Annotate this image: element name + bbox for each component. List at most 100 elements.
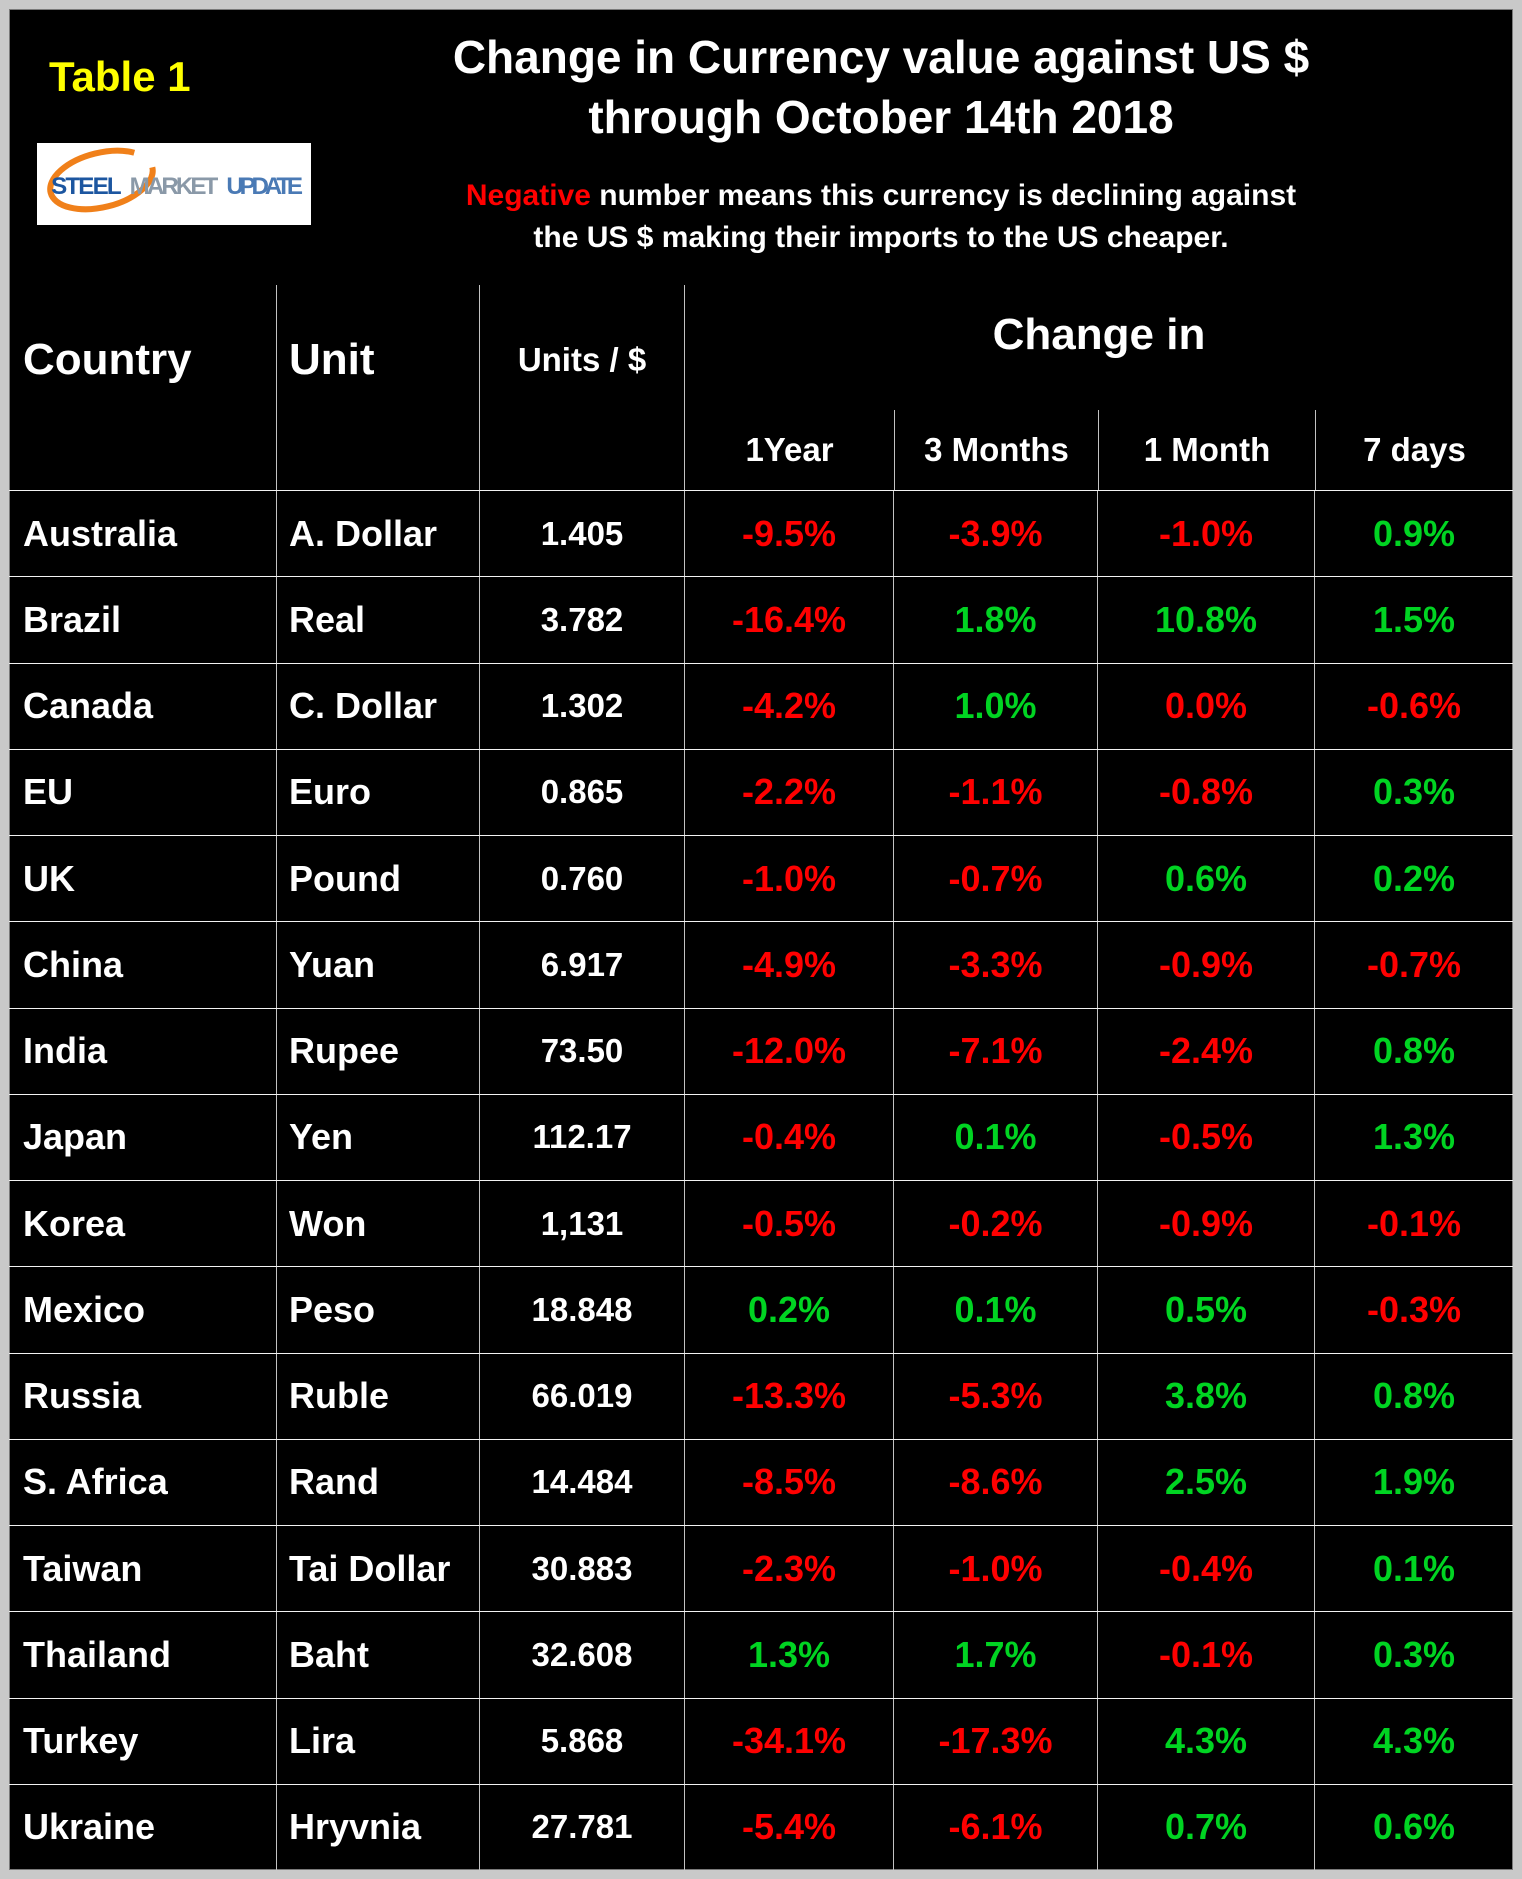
unit-cell: Lira: [277, 1698, 480, 1784]
steel-market-update-logo: STEEL MARKET UPDATE: [37, 143, 311, 225]
header-area: Table 1 STEEL MARKET UPDATE Change in Cu…: [9, 9, 1513, 285]
change-cell: -0.6%: [1366, 685, 1462, 727]
change-cell: -9.5%: [685, 491, 894, 577]
change-cell: 3.8%: [1098, 1353, 1315, 1439]
change-cell: 0.6%: [1098, 836, 1315, 922]
country-cell: Thailand: [9, 1612, 277, 1698]
unit-cell: Rupee: [277, 1008, 480, 1094]
country-cell: Korea: [9, 1181, 277, 1267]
change-cell: 1.0%: [894, 663, 1098, 749]
change-cell: -34.1%: [685, 1698, 894, 1784]
table-row: Turkey Lira 5.868 -34.1% -17.3% 4.3% 4.3%: [9, 1697, 1513, 1784]
unit-cell: Tai Dollar: [277, 1526, 480, 1612]
country-cell: Turkey: [9, 1698, 277, 1784]
units-per-dollar-cell: 1.405: [480, 491, 685, 577]
change-cell: -0.5%: [685, 1181, 894, 1267]
change-cell: -0.7%: [894, 836, 1098, 922]
change-cell: 0.8%: [1372, 1375, 1456, 1417]
change-cell: 4.3%: [1372, 1720, 1456, 1762]
country-cell: UK: [9, 836, 277, 922]
change-cell: 0.3%: [1372, 1633, 1456, 1675]
unit-cell: Pound: [277, 836, 480, 922]
change-cell: -1.0%: [894, 1526, 1098, 1612]
change-cell: -17.3%: [894, 1698, 1098, 1784]
change-cell: 1.8%: [894, 577, 1098, 663]
logo-word-update: UPDATE: [226, 173, 303, 200]
change-cell: -1.0%: [1098, 491, 1315, 577]
change-cell: -2.4%: [1098, 1008, 1315, 1094]
table-row: Ukraine Hryvnia 27.781 -5.4% -6.1% 0.7% 0.6%: [9, 1783, 1513, 1870]
table-header: Country Unit Units / $ Change in 1Year 3…: [9, 285, 1513, 490]
change-cell: 2.5%: [1098, 1439, 1315, 1525]
note: Negative number means this currency is d…: [279, 175, 1483, 259]
change-cell: -4.2%: [685, 663, 894, 749]
country-cell: S. Africa: [9, 1439, 277, 1525]
logo-word-steel: STEEL: [51, 173, 122, 200]
country-cell: Australia: [9, 491, 277, 577]
change-cell: 10.8%: [1098, 577, 1315, 663]
change-cell: 4.3%: [1098, 1698, 1315, 1784]
change-cell: 0.1%: [1372, 1547, 1456, 1589]
table-row: Mexico Peso 18.848 0.2% 0.1% 0.5% -0.3%: [9, 1266, 1513, 1353]
units-per-dollar-cell: 73.50: [480, 1008, 685, 1094]
table-body: Australia A. Dollar 1.405 -9.5% -3.9% -1.0% 0.…: [9, 490, 1513, 1870]
units-per-dollar-cell: 6.917: [480, 922, 685, 1008]
change-cell: -0.4%: [685, 1094, 894, 1180]
table-row: China Yuan 6.917 -4.9% -3.3% -0.9% -0.7%: [9, 921, 1513, 1008]
table-row: Russia Ruble 66.019 -13.3% -5.3% 3.8% 0.8%: [9, 1352, 1513, 1439]
units-per-dollar-cell: 112.17: [480, 1094, 685, 1180]
units-per-dollar-cell: 0.760: [480, 836, 685, 922]
country-cell: China: [9, 922, 277, 1008]
change-cell: 0.6%: [1372, 1806, 1456, 1848]
table-row: Canada C. Dollar 1.302 -4.2% 1.0% 0.0% -0.6%: [9, 662, 1513, 749]
change-cell: -6.1%: [894, 1784, 1098, 1870]
logo-word-market: MARKET: [130, 173, 219, 200]
change-cell: 1.7%: [894, 1612, 1098, 1698]
table-row: Australia A. Dollar 1.405 -9.5% -3.9% -1.0% 0.…: [9, 490, 1513, 577]
change-cell: -2.3%: [685, 1526, 894, 1612]
unit-cell: Rand: [277, 1439, 480, 1525]
units-per-dollar-cell: 18.848: [480, 1267, 685, 1353]
table-row: Brazil Real 3.782 -16.4% 1.8% 10.8% 1.5%: [9, 576, 1513, 663]
units-per-dollar-cell: 3.782: [480, 577, 685, 663]
table-row: EU Euro 0.865 -2.2% -1.1% -0.8% 0.3%: [9, 748, 1513, 835]
country-cell: Russia: [9, 1353, 277, 1439]
change-cell: -12.0%: [685, 1008, 894, 1094]
change-cell: -0.3%: [1366, 1288, 1462, 1330]
country-cell: Taiwan: [9, 1526, 277, 1612]
change-cell: -8.6%: [894, 1439, 1098, 1525]
unit-cell: A. Dollar: [277, 491, 480, 577]
column-header-units-per-dollar: Units / $: [480, 285, 685, 490]
column-header-1year: 1Year: [745, 431, 834, 468]
change-cell: -13.3%: [685, 1353, 894, 1439]
column-header-change-in: Change in: [992, 309, 1206, 359]
change-cell: -0.5%: [1098, 1094, 1315, 1180]
units-per-dollar-cell: 66.019: [480, 1353, 685, 1439]
change-cell: 0.9%: [1372, 512, 1456, 554]
change-cell: -5.4%: [685, 1784, 894, 1870]
table-row: Japan Yen 112.17 -0.4% 0.1% -0.5% 1.3%: [9, 1093, 1513, 1180]
change-cell: -0.1%: [1098, 1612, 1315, 1698]
note-line1-rest: number means this currency is declining …: [590, 179, 1297, 212]
change-cell: -0.8%: [1098, 749, 1315, 835]
note-highlight: Negative: [465, 179, 591, 212]
change-cell: -2.2%: [685, 749, 894, 835]
change-cell: -3.9%: [894, 491, 1098, 577]
unit-cell: Hryvnia: [277, 1784, 480, 1870]
country-cell: Japan: [9, 1094, 277, 1180]
change-cell: 0.8%: [1372, 1030, 1456, 1072]
country-cell: EU: [9, 749, 277, 835]
note-line2: the US $ making their imports to the US …: [533, 221, 1229, 254]
change-cell: -1.1%: [894, 749, 1098, 835]
change-cell: 1.5%: [1372, 598, 1456, 640]
unit-cell: Euro: [277, 749, 480, 835]
change-cell: 0.1%: [894, 1267, 1098, 1353]
change-cell: -3.3%: [894, 922, 1098, 1008]
table-row: Korea Won 1,131 -0.5% -0.2% -0.9% -0.1%: [9, 1180, 1513, 1267]
table-row: S. Africa Rand 14.484 -8.5% -8.6% 2.5% 1.9%: [9, 1438, 1513, 1525]
change-cell: 0.5%: [1098, 1267, 1315, 1353]
unit-cell: Yuan: [277, 922, 480, 1008]
logo-swoosh-icon: [47, 147, 156, 213]
unit-cell: Won: [277, 1181, 480, 1267]
